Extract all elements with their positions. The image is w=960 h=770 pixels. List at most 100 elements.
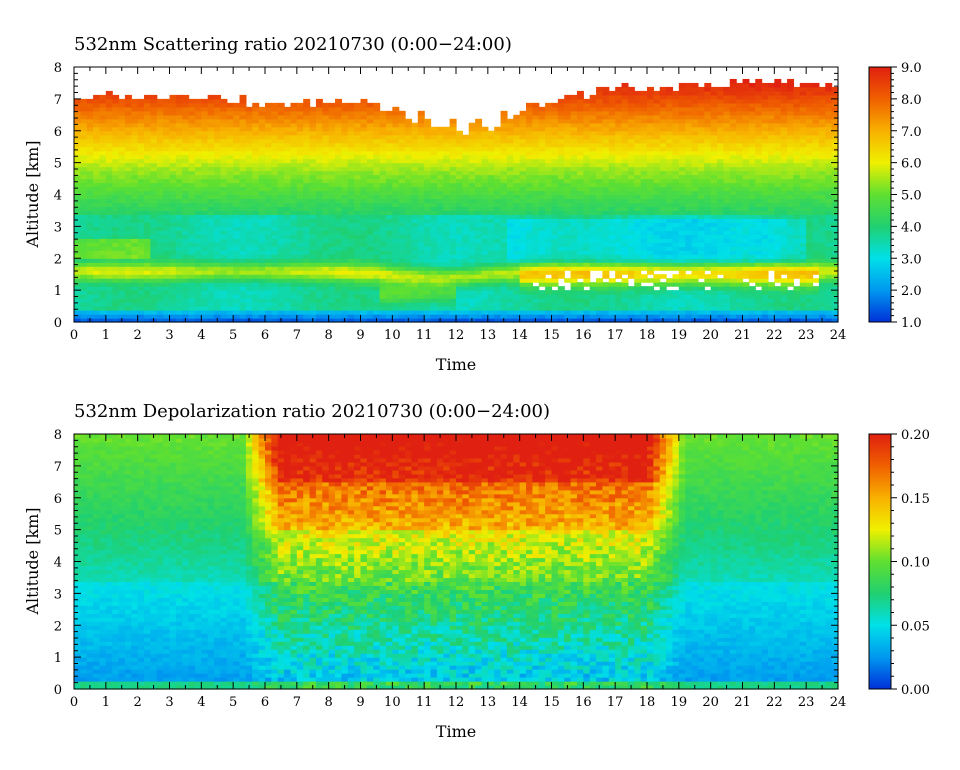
heatmap-cell — [194, 162, 202, 168]
heatmap-cell — [74, 130, 81, 136]
heatmap-cell — [405, 206, 413, 212]
heatmap-cell — [347, 242, 355, 247]
heatmap-cell — [398, 242, 406, 247]
heatmap-cell — [144, 290, 151, 295]
heatmap-cell — [653, 278, 661, 283]
heatmap-cell — [621, 154, 629, 160]
heatmap-cell — [131, 106, 139, 112]
heatmap-cell — [366, 194, 374, 200]
heatmap-cell — [557, 102, 565, 108]
heatmap-cell — [277, 146, 285, 152]
heatmap-cell — [315, 286, 323, 291]
heatmap-cell — [545, 314, 553, 319]
heatmap-cell — [551, 290, 559, 295]
heatmap-cell — [328, 294, 336, 299]
heatmap-cell — [74, 114, 81, 120]
heatmap-cell — [589, 170, 597, 176]
heatmap-cell — [201, 174, 209, 180]
heatmap-cell — [468, 194, 476, 200]
heatmap-cell — [284, 162, 292, 168]
heatmap-cell — [226, 262, 234, 267]
heatmap-cell — [513, 182, 521, 188]
heatmap-cell — [360, 298, 368, 303]
heatmap-cell — [214, 158, 222, 164]
heatmap-cell — [156, 266, 164, 271]
heatmap-cell — [405, 222, 413, 227]
heatmap-cell — [385, 182, 393, 188]
heatmap-cell — [99, 146, 107, 152]
heatmap-cell — [144, 254, 151, 259]
heatmap-cell — [124, 310, 132, 315]
heatmap-cell — [647, 266, 654, 271]
heatmap-cell — [513, 198, 521, 204]
heatmap-cell — [252, 266, 260, 271]
heatmap-cell — [233, 306, 241, 311]
heatmap-cell — [615, 150, 623, 156]
heatmap-cell — [277, 290, 285, 295]
heatmap-cell — [526, 318, 533, 323]
heatmap-cell — [347, 314, 355, 319]
heatmap-cell — [564, 178, 572, 184]
heatmap-cell — [93, 202, 101, 208]
heatmap-cell — [519, 186, 527, 192]
heatmap-cell — [175, 242, 183, 247]
heatmap-cell — [398, 298, 406, 303]
heatmap-cell — [163, 278, 171, 283]
heatmap-cell — [144, 134, 151, 140]
heatmap-cell — [494, 182, 502, 188]
heatmap-cell — [284, 106, 292, 112]
heatmap-cell — [86, 294, 94, 299]
heatmap-cell — [163, 150, 171, 156]
heatmap-cell — [233, 182, 241, 188]
heatmap-cell — [252, 230, 260, 235]
heatmap-cell — [284, 286, 292, 291]
heatmap-cell — [271, 230, 279, 235]
heatmap-cell — [80, 318, 88, 323]
heatmap-cell — [443, 134, 451, 140]
heatmap-cell — [335, 158, 342, 164]
heatmap-cell — [640, 262, 648, 267]
heatmap-cell — [634, 266, 642, 271]
heatmap-cell — [137, 238, 145, 243]
heatmap-cell — [194, 242, 202, 247]
heatmap-cell — [296, 198, 304, 204]
heatmap-cell — [456, 130, 463, 136]
heatmap-cell — [551, 306, 559, 311]
heatmap-cell — [456, 226, 463, 231]
heatmap-cell — [481, 314, 489, 319]
heatmap-cell — [373, 110, 381, 116]
heatmap-cell — [80, 154, 88, 160]
heatmap-cell — [596, 106, 604, 112]
heatmap-cell — [335, 122, 342, 128]
heatmap-cell — [118, 286, 126, 291]
heatmap-cell — [475, 314, 483, 319]
heatmap-cell — [653, 262, 661, 267]
heatmap-cell — [105, 202, 113, 208]
heatmap-cell — [144, 102, 151, 108]
heatmap-cell — [513, 146, 521, 152]
heatmap-cell — [354, 254, 362, 259]
heatmap-cell — [653, 198, 661, 204]
heatmap-cell — [150, 290, 158, 295]
heatmap-cell — [239, 238, 247, 243]
heatmap-cell — [341, 158, 349, 164]
heatmap-cell — [245, 186, 253, 192]
heatmap-cell — [392, 222, 400, 227]
heatmap-cell — [379, 130, 387, 136]
heatmap-cell — [640, 198, 648, 204]
heatmap-cell — [265, 178, 272, 184]
heatmap-cell — [398, 130, 406, 136]
heatmap-cell — [583, 222, 591, 227]
heatmap-cell — [487, 318, 495, 323]
heatmap-cell — [328, 202, 336, 208]
heatmap-cell — [214, 302, 222, 307]
heatmap-cell — [335, 298, 342, 303]
heatmap-cell — [589, 166, 597, 172]
heatmap-cell — [226, 122, 234, 128]
heatmap-cell — [105, 234, 113, 239]
heatmap-cell — [245, 206, 253, 212]
heatmap-cell — [277, 182, 285, 188]
heatmap-cell — [405, 178, 413, 184]
heatmap-cell — [309, 170, 317, 176]
heatmap-cell — [226, 138, 234, 144]
